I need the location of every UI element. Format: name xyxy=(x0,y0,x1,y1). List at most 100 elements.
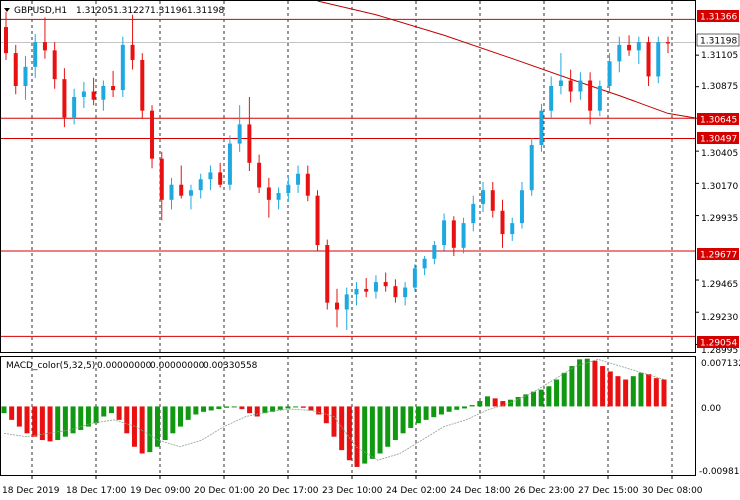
macd-bar xyxy=(93,406,99,424)
candle-bull xyxy=(636,42,641,51)
candles xyxy=(4,11,670,331)
svg-text:1.30645: 1.30645 xyxy=(700,116,737,126)
macd-value-1: 0.00000000 xyxy=(97,361,152,371)
candle-bear xyxy=(179,184,184,196)
candle-bear xyxy=(451,220,456,248)
macd-bar xyxy=(239,406,245,410)
horizontal-levels xyxy=(0,18,695,337)
macd-bar xyxy=(454,406,460,410)
candle-bear xyxy=(646,42,651,77)
macd-bar xyxy=(178,406,184,427)
collapse-arrow-icon[interactable] xyxy=(4,8,10,12)
macd-bar xyxy=(392,406,398,441)
candle-bear xyxy=(247,124,252,163)
svg-text:1.29677: 1.29677 xyxy=(700,251,737,261)
price-tick: 1.30405 xyxy=(701,149,738,159)
macd-bar xyxy=(323,406,329,424)
macd-bar xyxy=(308,406,314,411)
macd-bar xyxy=(415,406,421,424)
candle-bear xyxy=(266,187,271,200)
axes xyxy=(31,54,699,479)
macd-bar xyxy=(408,406,414,428)
candle-bull xyxy=(578,80,583,92)
candle-bear xyxy=(490,190,495,211)
candle-bull xyxy=(607,61,612,87)
macd-bar xyxy=(47,406,53,442)
candle-bull xyxy=(237,124,242,144)
macd-bar xyxy=(216,406,222,410)
macd-bar xyxy=(546,386,552,407)
candle-bull xyxy=(373,282,378,292)
macd-bar xyxy=(385,406,391,447)
macd-bar xyxy=(661,379,667,407)
macd-bar xyxy=(569,366,575,407)
macd-bar xyxy=(600,366,606,407)
macd-bar xyxy=(484,396,490,407)
candle-bear xyxy=(140,59,145,111)
time-tick: 30 Dec 08:00 xyxy=(642,486,703,496)
candle-bull xyxy=(198,179,203,191)
macd-bar xyxy=(162,406,168,441)
signal-line xyxy=(3,358,665,461)
macd-bar xyxy=(638,372,644,407)
time-tick: 19 Dec 09:00 xyxy=(130,486,191,496)
macd-tick: 0.0071325 xyxy=(701,359,740,369)
macd-bar xyxy=(531,391,537,407)
price-tick: 1.30875 xyxy=(701,82,738,92)
candle-bull xyxy=(403,287,408,298)
symbol-label: GBPUSD,H1 xyxy=(14,6,67,16)
candle-bear xyxy=(315,195,320,246)
macd-tick: 0.00 xyxy=(701,404,721,414)
macd-bar xyxy=(400,406,406,434)
candle-bear xyxy=(218,172,223,185)
macd-bar xyxy=(554,379,560,407)
macd-bar xyxy=(492,398,498,407)
macd-bar xyxy=(461,406,467,409)
candle-bull xyxy=(120,44,125,91)
candle-bull xyxy=(72,96,77,118)
candle-bear xyxy=(42,42,47,51)
candle-bull xyxy=(529,144,534,191)
level-tag: 1.30497 xyxy=(697,132,739,145)
candle-bear xyxy=(52,50,57,80)
candle-bear xyxy=(130,44,135,60)
price-tick: 1.29465 xyxy=(701,280,738,290)
macd-bar xyxy=(185,406,191,420)
candle-bull xyxy=(81,91,86,97)
macd-bar xyxy=(500,401,506,407)
macd-value-2: 0.00000000 xyxy=(150,361,205,371)
svg-text:1.30497: 1.30497 xyxy=(700,135,737,145)
macd-bar xyxy=(55,406,61,441)
macd-bar xyxy=(293,406,299,408)
candle-bear xyxy=(335,302,339,310)
macd-bar xyxy=(247,406,253,414)
candle-bear xyxy=(393,286,398,298)
candle-bear xyxy=(62,79,67,118)
macd-bar xyxy=(170,406,176,434)
macd-bar xyxy=(101,406,107,417)
candle-bull xyxy=(539,110,544,145)
macd-bar xyxy=(331,406,337,437)
macd-bar xyxy=(224,406,230,408)
macd-bar xyxy=(362,406,368,464)
candle-bear xyxy=(159,158,164,200)
macd-bar xyxy=(423,406,429,420)
grid-lines xyxy=(31,1,673,475)
candle-bull xyxy=(101,86,106,100)
ohlc-high: 1.31227 xyxy=(113,6,150,16)
macd-bar xyxy=(354,406,360,467)
time-tick: 24 Dec 18:00 xyxy=(450,486,511,496)
candle-bull xyxy=(227,143,232,185)
candle-bull xyxy=(481,190,486,204)
macd-bar xyxy=(438,406,444,415)
macd-bar xyxy=(85,406,91,427)
candle-bear xyxy=(257,162,262,188)
svg-text:1.31198: 1.31198 xyxy=(700,37,737,47)
ohlc-open: 1.31205 xyxy=(76,6,113,16)
macd-bar xyxy=(39,406,45,441)
price-tick: 1.30170 xyxy=(701,182,738,192)
candle-bull xyxy=(188,190,193,196)
macd-panel-border xyxy=(0,356,696,476)
